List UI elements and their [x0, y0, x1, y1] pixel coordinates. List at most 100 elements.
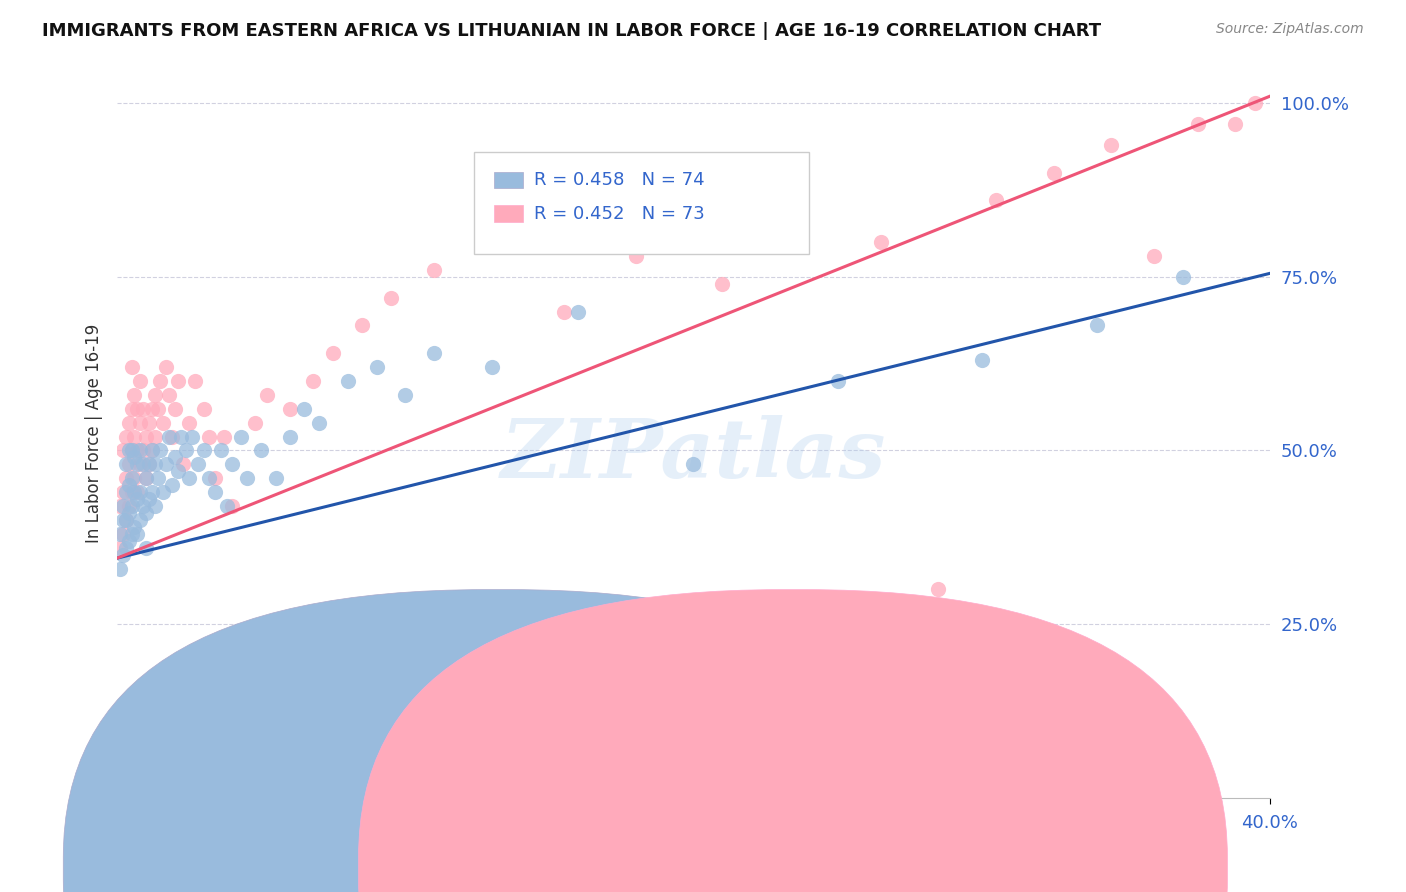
Bar: [494, 205, 523, 221]
Point: [114, 458, 136, 472]
Point: [127, 492, 149, 507]
Point: [204, 485, 226, 500]
Text: IMMIGRANTS FROM EASTERN AFRICA VS LITHUANIAN IN LABOR FORCE | AGE 16-19 CORRELAT: IMMIGRANTS FROM EASTERN AFRICA VS LITHUA…: [42, 22, 1101, 40]
Point: [132, 443, 155, 458]
Point: [135, 471, 157, 485]
Point: [152, 416, 174, 430]
Point: [181, 429, 204, 443]
Point: [121, 443, 143, 458]
Text: Immigrants from Eastern Africa: Immigrants from Eastern Africa: [515, 860, 775, 878]
Point: [236, 471, 259, 485]
Point: [121, 443, 143, 458]
Point: [146, 471, 169, 485]
Point: [127, 458, 149, 472]
Point: [129, 513, 152, 527]
Point: [118, 478, 141, 492]
Point: [827, 374, 849, 388]
Point: [135, 506, 157, 520]
Point: [141, 485, 163, 500]
Point: [118, 458, 141, 472]
Point: [184, 374, 207, 388]
Point: [124, 485, 146, 500]
Point: [256, 388, 278, 402]
Point: [152, 485, 174, 500]
Point: [229, 429, 252, 443]
Point: [970, 353, 993, 368]
Bar: [494, 171, 523, 188]
Point: [187, 458, 209, 472]
Point: [143, 429, 166, 443]
Point: [624, 249, 647, 263]
Y-axis label: In Labor Force | Age 16-19: In Labor Force | Age 16-19: [86, 324, 103, 542]
Point: [204, 471, 226, 485]
Point: [245, 416, 267, 430]
Point: [111, 526, 134, 541]
Point: [121, 401, 143, 416]
FancyBboxPatch shape: [474, 153, 808, 254]
Point: [155, 360, 177, 375]
Point: [121, 526, 143, 541]
Point: [132, 499, 155, 513]
Point: [1187, 117, 1209, 131]
Point: [163, 450, 186, 465]
Point: [278, 401, 301, 416]
Point: [138, 458, 160, 472]
Point: [108, 561, 131, 575]
Point: [302, 374, 325, 388]
Point: [1099, 137, 1122, 152]
Point: [124, 429, 146, 443]
Point: [124, 520, 146, 534]
Point: [114, 471, 136, 485]
Point: [264, 471, 287, 485]
Point: [869, 235, 891, 249]
Point: [380, 291, 402, 305]
Point: [294, 401, 316, 416]
Point: [553, 304, 575, 318]
Point: [149, 443, 172, 458]
Point: [129, 416, 152, 430]
Point: [114, 513, 136, 527]
Point: [129, 443, 152, 458]
Point: [366, 360, 388, 375]
Point: [423, 346, 446, 360]
Point: [132, 458, 155, 472]
Point: [141, 443, 163, 458]
Point: [308, 416, 330, 430]
Point: [927, 582, 949, 597]
Point: [1143, 249, 1166, 263]
Point: [121, 499, 143, 513]
Point: [176, 443, 198, 458]
Text: ZIPatlas: ZIPatlas: [501, 415, 886, 495]
Point: [172, 458, 194, 472]
Point: [124, 471, 146, 485]
Point: [1042, 166, 1064, 180]
Point: [111, 443, 134, 458]
Point: [124, 450, 146, 465]
Text: Source: ZipAtlas.com: Source: ZipAtlas.com: [1216, 22, 1364, 37]
Point: [233, 638, 256, 652]
Point: [149, 374, 172, 388]
Point: [111, 499, 134, 513]
Point: [108, 541, 131, 555]
Point: [138, 492, 160, 507]
Point: [212, 429, 235, 443]
Point: [179, 471, 201, 485]
Point: [135, 429, 157, 443]
Point: [278, 429, 301, 443]
Text: R = 0.452   N = 73: R = 0.452 N = 73: [534, 204, 706, 223]
Point: [111, 548, 134, 562]
Point: [250, 443, 273, 458]
Point: [118, 533, 141, 548]
Point: [984, 194, 1007, 208]
Point: [157, 388, 180, 402]
Point: [138, 416, 160, 430]
Point: [132, 401, 155, 416]
Point: [143, 499, 166, 513]
Point: [155, 458, 177, 472]
Point: [135, 471, 157, 485]
Point: [797, 638, 820, 652]
Text: R = 0.458   N = 74: R = 0.458 N = 74: [534, 171, 704, 189]
Point: [1223, 117, 1246, 131]
Point: [567, 304, 589, 318]
Point: [118, 506, 141, 520]
